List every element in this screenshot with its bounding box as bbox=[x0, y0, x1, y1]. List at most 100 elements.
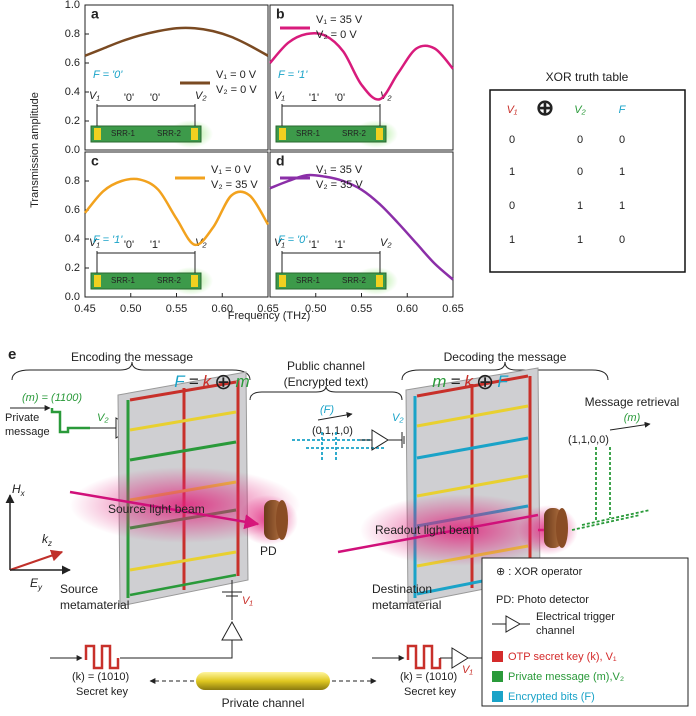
inset-label: V₂ bbox=[380, 237, 392, 249]
legend-text: PD: Photo detector bbox=[496, 594, 589, 606]
brace bbox=[249, 385, 403, 401]
legend-label: V₂ = 35 V bbox=[211, 179, 258, 191]
table-cell: 1 bbox=[509, 166, 515, 178]
inset-label: '0' bbox=[124, 92, 134, 104]
private-channel bbox=[196, 672, 330, 690]
table-frame bbox=[489, 89, 686, 273]
pulse bbox=[84, 644, 120, 670]
panel-label: e bbox=[8, 346, 16, 363]
x-tick-label: 0.50 bbox=[305, 303, 326, 315]
legend-swatch bbox=[492, 691, 503, 702]
data-line bbox=[84, 26, 269, 57]
trigger bbox=[360, 429, 405, 451]
axis-label: Ey bbox=[30, 576, 43, 592]
inset-label: '0' bbox=[124, 239, 134, 251]
encrypted-bits: (0,1,1,0) bbox=[312, 425, 353, 437]
photodetector bbox=[276, 500, 288, 540]
inset-device bbox=[90, 125, 202, 143]
legend-text: channel bbox=[536, 625, 575, 637]
inset-device bbox=[275, 272, 387, 290]
x-tick-label: 0.55 bbox=[351, 303, 372, 315]
legend-swatch bbox=[492, 671, 503, 682]
y-tick-label: 0.8 bbox=[65, 28, 80, 40]
inset-device bbox=[275, 125, 387, 143]
legend-swatch bbox=[492, 651, 503, 662]
inset-label: SRR-2 bbox=[157, 276, 182, 285]
legend-label: V₂ = 0 V bbox=[316, 29, 357, 41]
photodetector bbox=[556, 508, 568, 548]
inset-label: SRR-1 bbox=[111, 129, 136, 138]
legend-label: V₁ = 0 V bbox=[216, 69, 257, 81]
inset-pad bbox=[94, 275, 101, 287]
inset-label: V₂ bbox=[380, 90, 392, 102]
section-title: Encoding the message bbox=[71, 350, 193, 364]
inset-label: V₁ bbox=[89, 90, 100, 102]
x-tick-label: 0.50 bbox=[120, 303, 141, 315]
table-cell: 0 bbox=[577, 166, 583, 178]
legend-text: Electrical trigger bbox=[536, 611, 615, 623]
message-label: Private bbox=[5, 412, 39, 424]
table-cell: 0 bbox=[577, 134, 583, 146]
table-cell: 1 bbox=[619, 200, 625, 212]
table-cell: 0 bbox=[509, 134, 515, 146]
inset-label: V₁ bbox=[274, 90, 285, 102]
diagram: e Encoding the message Public channel (E… bbox=[5, 346, 689, 710]
inset-pad bbox=[279, 128, 286, 140]
inset-label: SRR-1 bbox=[296, 129, 321, 138]
plot-frame bbox=[84, 4, 269, 151]
legend-text: Private message (m),V₂ bbox=[508, 671, 624, 683]
legend-label: V₁ = 35 V bbox=[316, 14, 363, 26]
panel-label: c bbox=[91, 153, 99, 169]
y-tick-label: 0.6 bbox=[65, 204, 80, 216]
y-tick-label: 0.6 bbox=[65, 57, 80, 69]
table-cell: 1 bbox=[577, 200, 583, 212]
y-tick-label: 0.0 bbox=[65, 291, 80, 303]
y-axis-label: Transmission amplitude bbox=[29, 92, 41, 208]
x-tick-label: 0.60 bbox=[397, 303, 418, 315]
panel: V₁ '1' '0' V₂ SRR-1 SRR-2 b F = '1' V₁ = 35 V V₂ … bbox=[269, 4, 454, 151]
inset-label: SRR-1 bbox=[296, 276, 321, 285]
inset-device bbox=[90, 272, 202, 290]
material-label: Destination bbox=[372, 582, 432, 596]
inset-label: '1' bbox=[309, 92, 319, 104]
panel-label: a bbox=[91, 6, 99, 22]
pd-label: PD bbox=[260, 544, 277, 558]
annotation: F = '0' bbox=[93, 69, 123, 81]
message-label: message bbox=[5, 426, 50, 438]
brace bbox=[401, 361, 609, 381]
inset-pad bbox=[376, 128, 383, 140]
channel-label: Private channel bbox=[222, 696, 305, 710]
axis-label: Hx bbox=[12, 482, 26, 498]
beam-arrow bbox=[337, 513, 539, 554]
inset-label: V₂ bbox=[195, 90, 207, 102]
table-cell: 1 bbox=[509, 234, 515, 246]
legend-text: Encrypted bits (F) bbox=[508, 691, 595, 703]
inset-pad bbox=[191, 128, 198, 140]
trigger-icon bbox=[492, 615, 530, 633]
pulse bbox=[50, 408, 90, 434]
inset-label: V₁ bbox=[89, 237, 100, 249]
table-header: V₁ bbox=[507, 104, 518, 116]
key-label: Secret key bbox=[404, 686, 456, 698]
legend-box bbox=[481, 557, 689, 707]
table-cell: 0 bbox=[619, 234, 625, 246]
message-code: (m) = (1100) bbox=[22, 392, 82, 404]
table-header: V₂ bbox=[574, 104, 586, 116]
table-header: ⊕ bbox=[536, 95, 554, 120]
table-cell: 0 bbox=[509, 200, 515, 212]
inset-label: V₁ bbox=[274, 237, 285, 249]
signal bbox=[292, 432, 386, 462]
legend-label: V₂ = 0 V bbox=[216, 84, 257, 96]
inset-label: SRR-1 bbox=[111, 276, 136, 285]
arrow bbox=[609, 421, 651, 431]
arrow bbox=[317, 411, 353, 421]
plot-frame bbox=[269, 4, 454, 151]
table-cell: 1 bbox=[619, 166, 625, 178]
annotation: F = '0' bbox=[278, 234, 308, 246]
formula: m = k ⊕ F bbox=[432, 369, 509, 394]
material-label: Source bbox=[60, 582, 98, 596]
legend-label: V₁ = 35 V bbox=[316, 164, 363, 176]
inset-label: '0' bbox=[335, 92, 345, 104]
